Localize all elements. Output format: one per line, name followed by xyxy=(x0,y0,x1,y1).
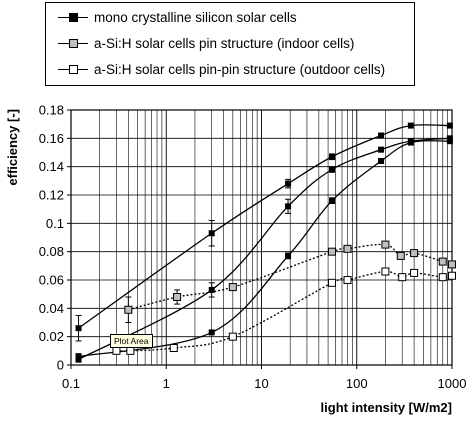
y-tick-label: 0.14 xyxy=(39,159,64,174)
data-point xyxy=(438,257,447,266)
series-line xyxy=(116,270,453,352)
data-point xyxy=(446,138,453,145)
y-axis-title: efficiency [-] xyxy=(5,109,20,186)
data-point xyxy=(396,251,405,260)
data-point xyxy=(228,283,237,292)
x-tick-label: 0.1 xyxy=(62,376,80,391)
data-point xyxy=(378,132,385,139)
data-point xyxy=(381,267,390,276)
data-point xyxy=(285,203,292,210)
legend[interactable]: mono crystalline silicon solar cells a-S… xyxy=(45,2,415,86)
data-point xyxy=(410,249,419,258)
legend-item-mono-crystalline: mono crystalline silicon solar cells xyxy=(58,8,297,28)
data-point xyxy=(398,273,407,282)
data-point xyxy=(381,240,390,249)
y-tick-label: 0.18 xyxy=(39,103,64,118)
data-point xyxy=(438,273,447,282)
legend-item-pin-pin-outdoor: a-Si:H solar cells pin-pin structure (ou… xyxy=(58,60,385,80)
legend-item-pin-indoor: a-Si:H solar cells pin structure (indoor… xyxy=(58,34,354,54)
y-tick-label: 0.1 xyxy=(46,216,64,231)
data-point xyxy=(378,146,385,153)
series-3 xyxy=(124,240,456,323)
data-point xyxy=(378,158,385,164)
x-tick-label: 100 xyxy=(346,376,368,391)
x-tick-label: 1 xyxy=(163,376,170,391)
data-point xyxy=(328,278,337,287)
data-point xyxy=(407,122,414,129)
data-point xyxy=(329,197,336,204)
y-tick-label: 0.16 xyxy=(39,131,64,146)
plot-frame xyxy=(70,109,453,366)
data-point xyxy=(228,332,237,341)
data-point xyxy=(329,153,336,160)
series-2 xyxy=(75,138,453,360)
data-point xyxy=(75,325,82,332)
data-point xyxy=(343,276,352,284)
y-tick-label: 0.02 xyxy=(39,329,64,344)
series-4 xyxy=(112,267,456,355)
data-point xyxy=(329,166,336,173)
x-tick-label: 1000 xyxy=(438,376,467,391)
y-tick-label: 0.06 xyxy=(39,273,64,288)
data-point xyxy=(112,346,121,355)
data-point xyxy=(410,268,419,277)
data-point xyxy=(448,260,456,269)
y-tick-label: 0.04 xyxy=(39,301,64,316)
legend-swatch-pin-pin-icon xyxy=(58,60,88,80)
y-tick-label: 0.12 xyxy=(39,188,64,203)
data-point xyxy=(169,344,178,352)
y-tick-label: 0.08 xyxy=(39,244,64,259)
y-tick-label: 0 xyxy=(57,358,64,373)
data-point xyxy=(343,244,352,253)
x-tick-label: 10 xyxy=(254,376,268,391)
legend-label: a-Si:H solar cells pin-pin structure (ou… xyxy=(94,62,386,77)
data-point xyxy=(285,180,292,187)
legend-label: a-Si:H solar cells pin structure (indoor… xyxy=(94,36,355,51)
series-0 xyxy=(75,122,453,342)
data-point xyxy=(208,230,215,237)
legend-label: mono crystalline silicon solar cells xyxy=(94,10,297,25)
data-point xyxy=(173,293,182,301)
data-point xyxy=(285,252,292,259)
data-point xyxy=(446,122,453,129)
data-point xyxy=(126,346,135,355)
data-point xyxy=(448,271,456,280)
data-point xyxy=(328,247,337,256)
legend-swatch-pin-icon xyxy=(58,34,88,54)
plot-area-tooltip: Plot Area xyxy=(110,334,153,348)
data-point xyxy=(208,329,215,336)
x-axis-title: light intensity [W/m2] xyxy=(321,400,452,415)
legend-swatch-mono-icon xyxy=(58,8,88,28)
data-point xyxy=(75,353,82,360)
data-point xyxy=(124,305,133,314)
series-line xyxy=(128,243,453,311)
data-point xyxy=(407,139,414,146)
